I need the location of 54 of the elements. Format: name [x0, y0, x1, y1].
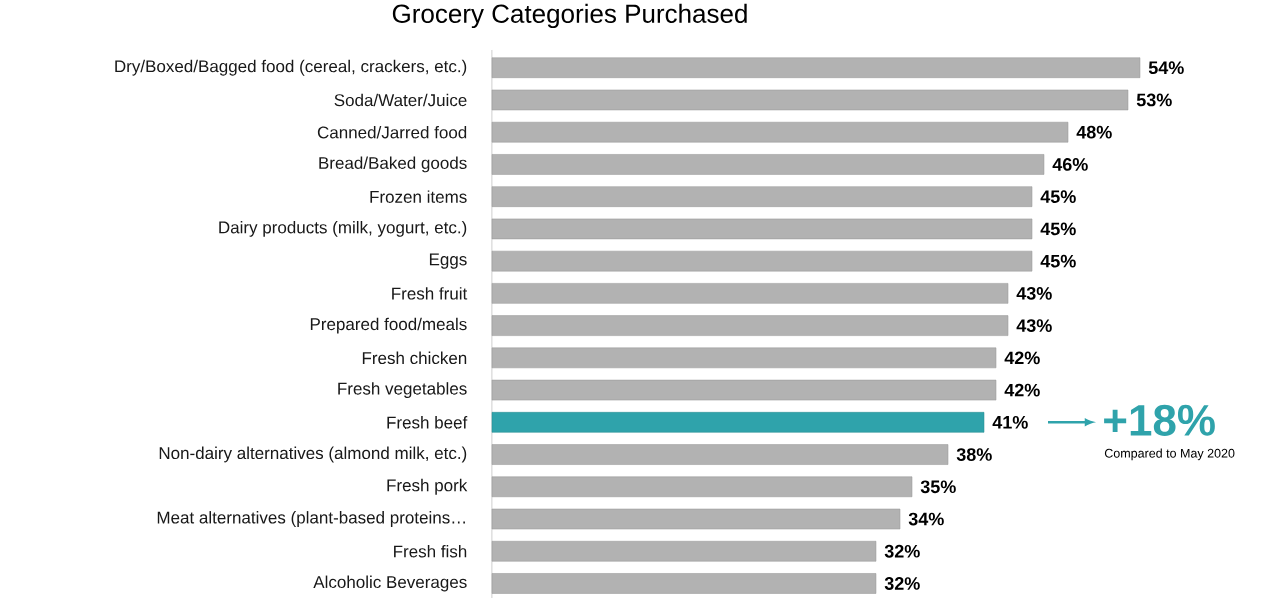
data-label: 53%	[1136, 93, 1172, 107]
annotation: Compared to May 2020	[1104, 448, 1235, 461]
bar	[491, 283, 1009, 304]
data-label: 32%	[884, 577, 920, 590]
y-tick-label: Non-dairy alternatives (almond milk, etc.)	[159, 446, 467, 463]
bar	[491, 89, 1129, 111]
data-label: 34%	[908, 512, 944, 526]
y-tick-label: Fresh vegetables	[338, 382, 467, 399]
y-tick-label: Soda/Water/Juice	[334, 93, 467, 107]
data-label: 38%	[956, 448, 992, 461]
data-label: 45%	[1040, 190, 1076, 204]
y-tick-label: Fresh fish	[394, 545, 467, 558]
bar	[491, 250, 1033, 272]
y-tick-label: Alcoholic Beverages	[313, 575, 467, 592]
y-tick-label: Dairy products (milk, yogurt, etc.)	[219, 220, 467, 237]
y-tick-label: Fresh fruit	[392, 287, 468, 300]
bar	[491, 218, 1033, 240]
annotation: +18%	[1104, 404, 1215, 436]
bar	[491, 508, 901, 530]
y-tick-label: Meat alternatives (plant-based proteins…	[157, 511, 465, 527]
y-tick-label: Frozen items	[370, 190, 467, 203]
bar	[491, 540, 877, 562]
data-label: 45%	[1040, 222, 1076, 236]
bar	[491, 315, 1009, 336]
bar	[491, 57, 1141, 78]
data-label: 42%	[1004, 383, 1040, 397]
bar	[491, 444, 949, 465]
bar	[491, 379, 997, 401]
data-label: 41%	[992, 415, 1028, 429]
bar	[491, 573, 877, 594]
y-tick-label: Eggs	[429, 253, 467, 269]
data-label: 54%	[1148, 61, 1184, 75]
data-label: 35%	[920, 480, 956, 494]
data-label: 32%	[884, 544, 920, 558]
bar	[491, 412, 985, 433]
bar	[491, 186, 1033, 207]
data-label: 45%	[1040, 254, 1076, 268]
y-tick-label: Fresh chicken	[362, 351, 467, 365]
bar	[491, 121, 1069, 143]
data-label: 43%	[1016, 319, 1052, 332]
bar	[491, 476, 913, 498]
chart-title: Grocery Categories Purchased	[392, 3, 747, 29]
y-tick-label: Canned/Jarred food	[317, 125, 467, 139]
data-label: 42%	[1004, 351, 1040, 365]
y-tick-label: Bread/Baked goods	[319, 156, 467, 173]
y-tick-label: Dry/Boxed/Bagged food (cereal, crackers, etc.)	[115, 59, 467, 76]
bar	[491, 347, 997, 369]
y-tick-label: Fresh pork	[387, 478, 468, 495]
y-tick-label: Fresh beef	[387, 416, 468, 429]
bar	[491, 154, 1045, 175]
data-label: 43%	[1016, 286, 1052, 300]
data-label: 46%	[1052, 158, 1088, 171]
data-label: 48%	[1076, 125, 1112, 139]
y-tick-label: Prepared food/meals	[310, 317, 467, 334]
